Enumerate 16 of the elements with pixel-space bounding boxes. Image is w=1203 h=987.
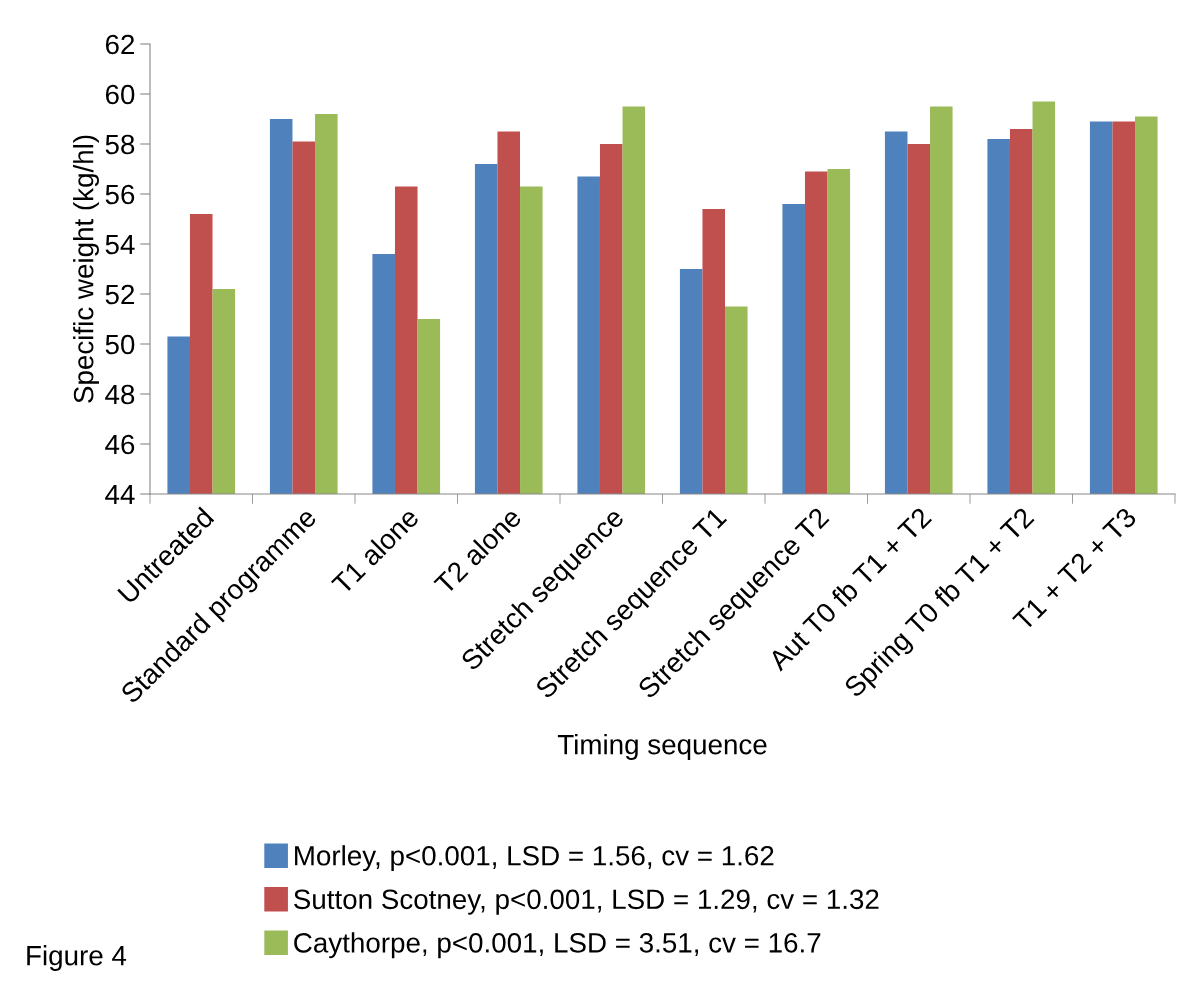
x-axis-title: Timing sequence [557,734,767,760]
legend-label: Sutton Scotney, p<0.001, LSD = 1.29, cv = 1.32 [294,889,879,915]
y-tick-label: 56 [105,184,135,205]
y-tick-label: 60 [105,84,135,105]
legend-label: Caythorpe, p<0.001, LSD = 3.51, cv = 16.7 [294,932,821,959]
caption: Figure 4 [27,945,127,971]
y-axis-title: Specific weight (kg/hl) [73,135,99,403]
y-tick-label: 48 [105,384,135,405]
y-tick-label: 62 [105,34,135,55]
legend-label: Morley, p<0.001, LSD = 1.56, cv = 1.62 [295,845,774,872]
y-tick-label: 52 [105,284,135,305]
y-tick-label: 50 [105,334,135,355]
y-tick-label: 44 [105,484,135,505]
y-tick-label: 54 [105,234,135,255]
y-tick-label: 46 [105,434,135,455]
y-tick-label: 58 [105,134,135,155]
